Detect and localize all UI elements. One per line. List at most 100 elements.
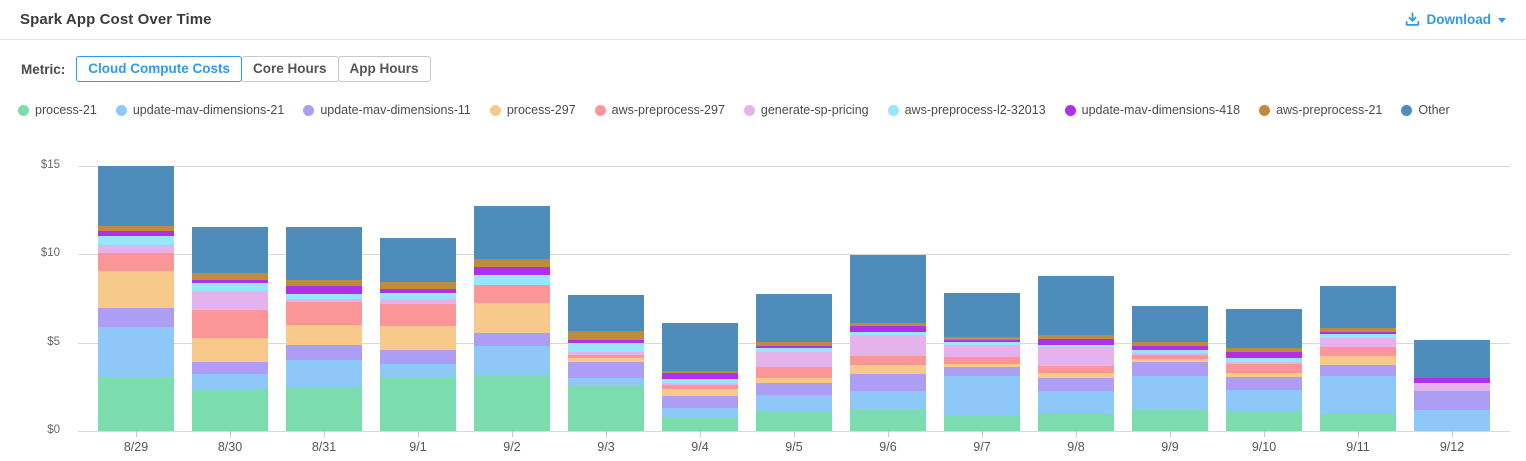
bar-segment-process-297[interactable] [756, 378, 832, 383]
bar-segment-update-mav-dimensions-418[interactable] [474, 267, 550, 275]
bar-segment-update-mav-dimensions-21[interactable] [1414, 410, 1490, 431]
bar-segment-aws-preprocess-l2-32013[interactable] [1132, 349, 1208, 353]
bar-segment-update-mav-dimensions-21[interactable] [1038, 391, 1114, 414]
bar-segment-aws-preprocess-l2-32013[interactable] [98, 235, 174, 245]
bar-segment-aws-preprocess-21[interactable] [1132, 341, 1208, 346]
bar-segment-aws-preprocess-l2-32013[interactable] [380, 292, 456, 300]
bar-segment-generate-sp-pricing[interactable] [756, 351, 832, 368]
bar-segment-update-mav-dimensions-11[interactable] [192, 362, 268, 374]
bar-segment-process-21[interactable] [944, 415, 1020, 431]
legend-item-process-21[interactable]: process-21 [18, 103, 97, 117]
bar-segment-other[interactable] [662, 322, 738, 371]
bar-segment-aws-preprocess-21[interactable] [662, 370, 738, 374]
bar-segment-other[interactable] [192, 226, 268, 273]
bar-segment-update-mav-dimensions-418[interactable] [756, 345, 832, 349]
bar-segment-process-21[interactable] [98, 377, 174, 431]
bar-segment-update-mav-dimensions-418[interactable] [1132, 345, 1208, 350]
bar-segment-update-mav-dimensions-21[interactable] [1226, 390, 1302, 412]
bar-segment-update-mav-dimensions-11[interactable] [1226, 377, 1302, 391]
bar-segment-other[interactable] [1226, 308, 1302, 349]
bar-segment-aws-preprocess-l2-32013[interactable] [286, 294, 362, 299]
bar-segment-process-297[interactable] [474, 303, 550, 334]
bar-segment-process-297[interactable] [662, 389, 738, 396]
bar-segment-update-mav-dimensions-418[interactable] [944, 339, 1020, 343]
bar-segment-aws-preprocess-297[interactable] [662, 384, 738, 390]
bar-segment-process-297[interactable] [1226, 372, 1302, 378]
bar-segment-aws-preprocess-21[interactable] [756, 341, 832, 346]
bar-segment-update-mav-dimensions-21[interactable] [1132, 376, 1208, 411]
bar-segment-process-21[interactable] [380, 376, 456, 431]
bar-segment-aws-preprocess-21[interactable] [98, 226, 174, 231]
bar-segment-generate-sp-pricing[interactable] [286, 298, 362, 303]
bar-segment-update-mav-dimensions-418[interactable] [1226, 351, 1302, 359]
bar-segment-aws-preprocess-21[interactable] [850, 322, 926, 327]
bar-segment-process-21[interactable] [568, 385, 644, 431]
bar-segment-update-mav-dimensions-418[interactable] [850, 326, 926, 332]
bar-segment-update-mav-dimensions-21[interactable] [944, 376, 1020, 416]
legend-item-update-mav-dimensions-418[interactable]: update-mav-dimensions-418 [1064, 103, 1240, 117]
bar-segment-update-mav-dimensions-11[interactable] [850, 373, 926, 392]
bar-segment-process-297[interactable] [568, 358, 644, 363]
bar-segment-update-mav-dimensions-418[interactable] [98, 230, 174, 236]
bar-segment-update-mav-dimensions-11[interactable] [1132, 362, 1208, 377]
legend-item-other[interactable]: Other [1401, 103, 1450, 117]
bar-segment-update-mav-dimensions-11[interactable] [568, 362, 644, 379]
bar-segment-aws-preprocess-21[interactable] [192, 272, 268, 281]
bar-segment-update-mav-dimensions-418[interactable] [192, 280, 268, 284]
legend-item-aws-preprocess-297[interactable]: aws-preprocess-297 [594, 103, 725, 117]
bar-segment-process-21[interactable] [1132, 410, 1208, 431]
bar-segment-generate-sp-pricing[interactable] [380, 299, 456, 305]
bar-segment-aws-preprocess-297[interactable] [380, 304, 456, 327]
bar-segment-aws-preprocess-l2-32013[interactable] [192, 283, 268, 291]
bar-segment-update-mav-dimensions-11[interactable] [944, 367, 1020, 377]
bar-segment-update-mav-dimensions-418[interactable] [568, 339, 644, 343]
bar-segment-update-mav-dimensions-418[interactable] [380, 288, 456, 293]
bar-segment-generate-sp-pricing[interactable] [568, 351, 644, 355]
bar-segment-update-mav-dimensions-11[interactable] [756, 382, 832, 396]
bar-segment-aws-preprocess-l2-32013[interactable] [944, 342, 1020, 346]
bar-segment-generate-sp-pricing[interactable] [1414, 382, 1490, 392]
legend-item-generate-sp-pricing[interactable]: generate-sp-pricing [743, 103, 869, 117]
bar-segment-update-mav-dimensions-21[interactable] [192, 373, 268, 390]
bar-segment-generate-sp-pricing[interactable] [192, 290, 268, 311]
bar-segment-aws-preprocess-21[interactable] [286, 279, 362, 287]
bar-segment-process-297[interactable] [286, 324, 362, 346]
bar-segment-other[interactable] [286, 227, 362, 280]
bar-segment-other[interactable] [1132, 306, 1208, 342]
bar-segment-update-mav-dimensions-21[interactable] [286, 360, 362, 387]
bar-segment-generate-sp-pricing[interactable] [1320, 338, 1396, 348]
bar-segment-process-297[interactable] [98, 271, 174, 309]
bar-segment-update-mav-dimensions-21[interactable] [662, 408, 738, 417]
bar-segment-aws-preprocess-21[interactable] [1320, 327, 1396, 332]
bar-segment-process-21[interactable] [850, 410, 926, 431]
bar-segment-other[interactable] [1038, 275, 1114, 336]
bar-segment-update-mav-dimensions-418[interactable] [286, 286, 362, 295]
bar-segment-generate-sp-pricing[interactable] [1226, 361, 1302, 364]
bar-segment-aws-preprocess-297[interactable] [286, 302, 362, 325]
download-button[interactable]: Download [1405, 12, 1506, 27]
bar-segment-generate-sp-pricing[interactable] [474, 284, 550, 286]
legend-item-update-mav-dimensions-21[interactable]: update-mav-dimensions-21 [115, 103, 284, 117]
bar-segment-aws-preprocess-l2-32013[interactable] [568, 342, 644, 352]
bar-segment-process-21[interactable] [662, 416, 738, 431]
bar-segment-update-mav-dimensions-11[interactable] [1320, 365, 1396, 377]
bar-segment-update-mav-dimensions-21[interactable] [850, 391, 926, 411]
bar-segment-process-297[interactable] [1132, 359, 1208, 363]
bar-segment-process-297[interactable] [850, 364, 926, 374]
bar-segment-aws-preprocess-297[interactable] [1132, 354, 1208, 360]
bar-segment-aws-preprocess-l2-32013[interactable] [474, 274, 550, 285]
bar-segment-aws-preprocess-l2-32013[interactable] [662, 379, 738, 383]
metric-option-core-hours[interactable]: Core Hours [241, 56, 339, 82]
bar-segment-process-21[interactable] [1320, 414, 1396, 431]
legend-item-aws-preprocess-l2-32013[interactable]: aws-preprocess-l2-32013 [887, 103, 1046, 117]
bar-segment-update-mav-dimensions-418[interactable] [1320, 331, 1396, 335]
bar-segment-aws-preprocess-21[interactable] [944, 337, 1020, 340]
bar-segment-update-mav-dimensions-21[interactable] [380, 364, 456, 377]
bar-segment-process-21[interactable] [1226, 411, 1302, 431]
bar-segment-generate-sp-pricing[interactable] [1132, 352, 1208, 355]
bar-segment-aws-preprocess-l2-32013[interactable] [756, 348, 832, 352]
bar-segment-process-21[interactable] [192, 389, 268, 431]
bar-segment-update-mav-dimensions-11[interactable] [380, 350, 456, 365]
bar-segment-update-mav-dimensions-11[interactable] [662, 395, 738, 409]
bar-segment-process-21[interactable] [1038, 413, 1114, 431]
